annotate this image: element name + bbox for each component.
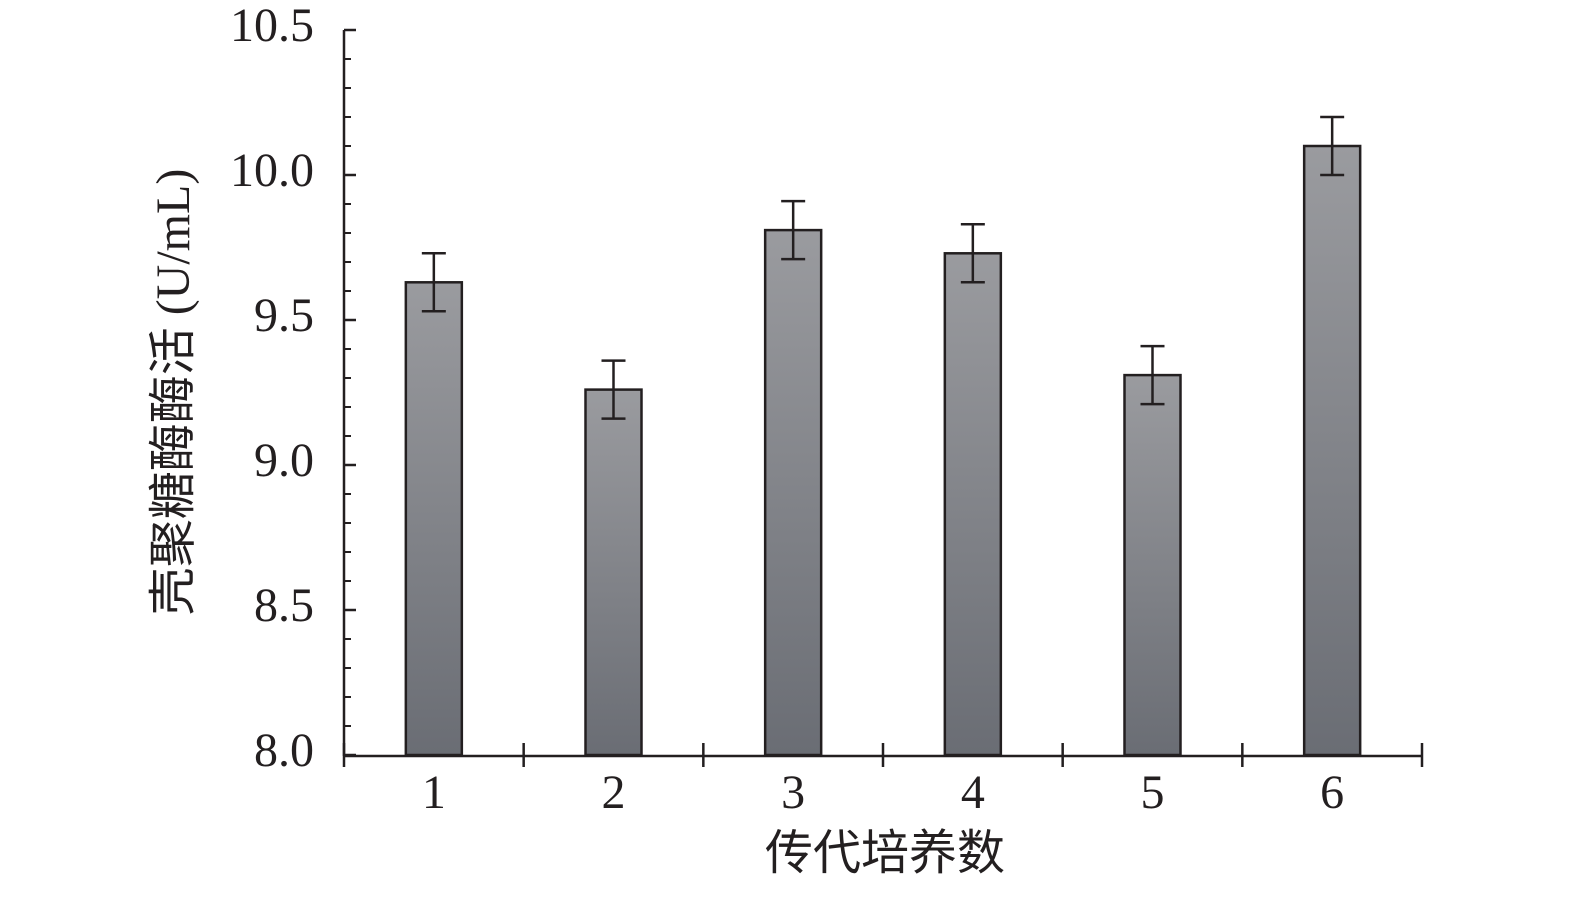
y-tick-label: 10.0: [230, 144, 314, 197]
y-tick-label: 9.5: [254, 289, 314, 342]
error-bar: [1320, 115, 1345, 177]
bar: [763, 228, 823, 757]
y-tick-label: 8.5: [254, 579, 314, 632]
error-bar: [601, 359, 626, 420]
x-tick-label: 5: [1141, 766, 1165, 819]
error-bar: [1140, 344, 1165, 406]
x-tick-label: 3: [781, 766, 805, 819]
bar: [404, 281, 464, 757]
bar: [1123, 373, 1182, 757]
error-bar: [781, 199, 806, 261]
y-axis-label: 壳聚糖酶酶活 (U/mL): [147, 169, 200, 616]
error-bar: [421, 252, 446, 313]
x-tick-label: 1: [422, 766, 446, 819]
y-tick-label: 10.5: [230, 0, 314, 52]
error-bar: [960, 223, 985, 284]
x-tick-label: 6: [1320, 766, 1344, 819]
bar: [943, 252, 1003, 757]
y-tick-label: 8.0: [254, 724, 314, 777]
x-axis-label: 传代培养数: [765, 827, 1005, 880]
x-tick-label: 2: [602, 766, 626, 819]
bar: [584, 388, 643, 757]
x-tick-label: 4: [961, 766, 985, 819]
y-tick-label: 9.0: [254, 434, 314, 487]
bar: [1302, 144, 1362, 757]
